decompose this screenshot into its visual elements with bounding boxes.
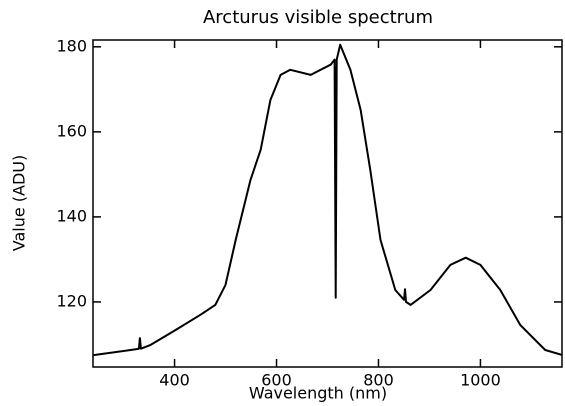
data-line [93,43,563,357]
y-tick-label: 140 [56,206,87,225]
x-tick-label: 1000 [460,371,501,390]
x-axis-label: Wavelength (nm) [249,384,387,403]
y-tick-label: 120 [56,291,87,310]
y-tick-label: 180 [56,36,87,55]
y-axis-label: Value (ADU) [10,155,29,251]
plot-frame [92,39,563,368]
y-tick-label: 160 [56,121,87,140]
x-tick-label: 400 [159,371,190,390]
chart-title: Arcturus visible spectrum [203,7,433,28]
x-tick-label: 600 [261,371,292,390]
x-tick-label: 800 [363,371,394,390]
